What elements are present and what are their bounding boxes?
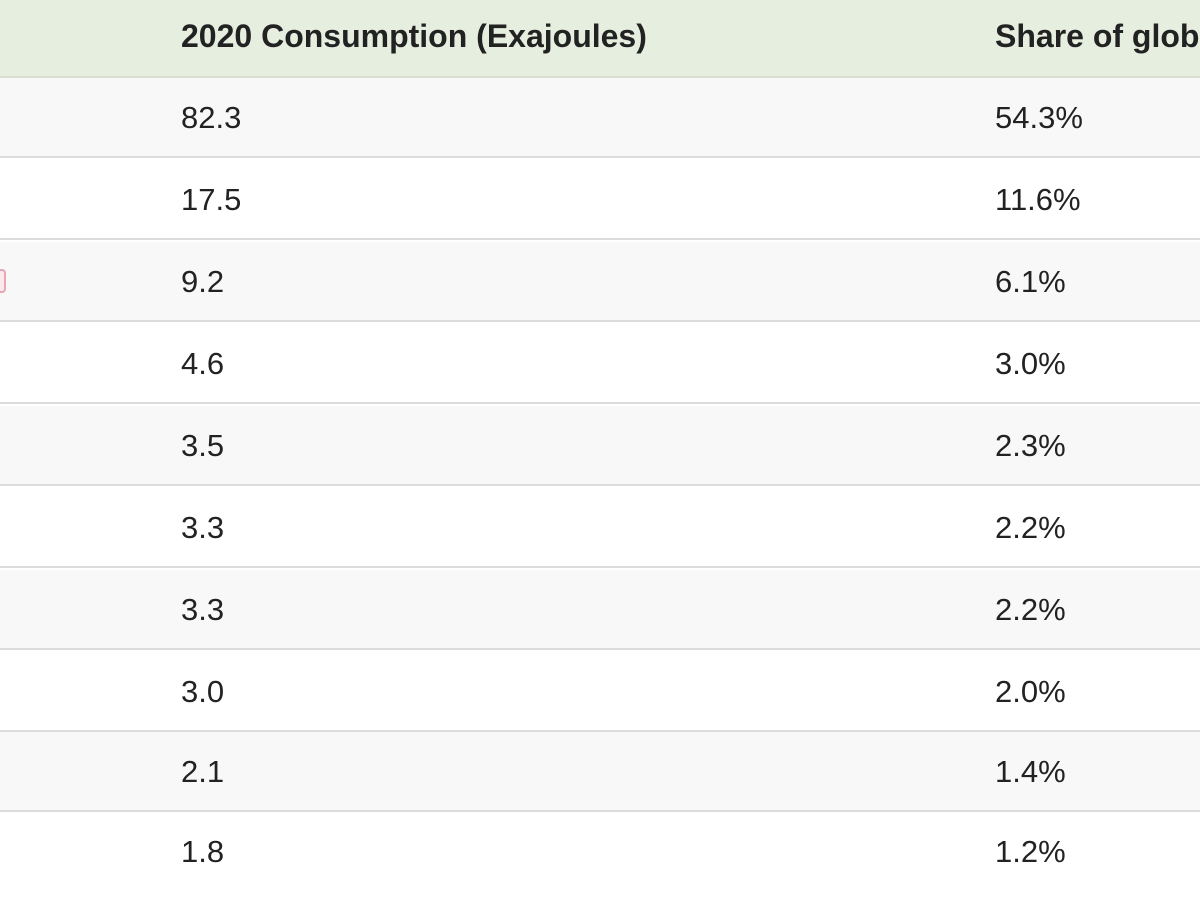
table-header: 2020 Consumption (Exajoules) Share of gl… — [0, 0, 1200, 78]
share-cell: 54.3% — [995, 100, 1083, 135]
table-row: 3.5 2.3% — [0, 406, 1200, 486]
table-row: 1.8 1.2% — [0, 812, 1200, 890]
header-consumption: 2020 Consumption (Exajoules) — [181, 18, 647, 54]
flag-icon — [0, 269, 6, 293]
consumption-cell: 3.5 — [181, 428, 225, 463]
share-cell: 2.2% — [995, 510, 1066, 545]
table-row: 2.1 1.4% — [0, 732, 1200, 812]
consumption-cell: 3.3 — [181, 592, 225, 627]
consumption-cell: 3.3 — [181, 510, 225, 545]
table-row: 82.3 54.3% — [0, 78, 1200, 158]
share-cell: 3.0% — [995, 346, 1066, 381]
table-row: 9.2 6.1% — [0, 242, 1200, 322]
consumption-cell: 82.3 — [181, 100, 242, 135]
consumption-cell: 9.2 — [181, 264, 225, 299]
consumption-cell: 2.1 — [181, 754, 225, 789]
share-cell: 1.2% — [995, 834, 1066, 869]
table-row: 3.0 2.0% — [0, 652, 1200, 732]
consumption-cell: 4.6 — [181, 346, 225, 381]
consumption-cell: 17.5 — [181, 182, 242, 217]
consumption-cell: 1.8 — [181, 834, 225, 869]
table-row: 4.6 3.0% — [0, 324, 1200, 404]
table-bottom-margin — [0, 890, 1200, 900]
share-cell: 2.2% — [995, 592, 1066, 627]
table-row: 3.3 2.2% — [0, 488, 1200, 568]
table-row: 17.5 11.6% — [0, 160, 1200, 240]
share-cell: 6.1% — [995, 264, 1066, 299]
share-cell: 11.6% — [995, 182, 1081, 217]
share-cell: 2.0% — [995, 674, 1066, 709]
header-share: Share of glob — [995, 18, 1200, 54]
share-cell: 1.4% — [995, 754, 1066, 789]
consumption-cell: 3.0 — [181, 674, 225, 709]
table-row: 3.3 2.2% — [0, 570, 1200, 650]
share-cell: 2.3% — [995, 428, 1066, 463]
